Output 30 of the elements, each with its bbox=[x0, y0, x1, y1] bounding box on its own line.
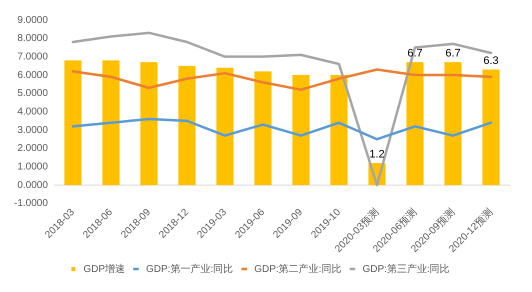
y-tick-label: 9.0000 bbox=[17, 14, 48, 26]
bar bbox=[330, 75, 348, 186]
y-tick-label: 8.0000 bbox=[17, 33, 48, 44]
y-tick-label: 4.0000 bbox=[17, 106, 48, 118]
y-tick-label: 3.0000 bbox=[17, 124, 48, 136]
bar bbox=[444, 62, 462, 186]
y-tick-label: 6.0000 bbox=[17, 70, 48, 81]
y-tick-label: 7.0000 bbox=[17, 51, 48, 62]
y-tick-label: 5.0000 bbox=[17, 88, 48, 100]
y-tick-label: 1.0000 bbox=[17, 161, 48, 172]
legend-label: GDP:第二产业:同比 bbox=[254, 262, 342, 275]
bar bbox=[140, 62, 158, 186]
y-tick-label: 0.0000 bbox=[17, 180, 48, 191]
data-label: 6.7 bbox=[407, 48, 423, 60]
data-label: 6.3 bbox=[483, 55, 499, 68]
data-label: 1.2 bbox=[369, 148, 385, 161]
bar bbox=[102, 60, 120, 186]
y-tick-label: 2.0000 bbox=[17, 143, 48, 154]
legend-label: GDP增速 bbox=[83, 262, 125, 275]
bar bbox=[178, 66, 196, 186]
bar bbox=[292, 75, 310, 186]
bar bbox=[482, 70, 500, 186]
bar bbox=[64, 60, 82, 186]
bar bbox=[406, 62, 424, 186]
bar bbox=[216, 68, 234, 186]
bar bbox=[254, 71, 272, 186]
legend-label: GDP:第三产业:同比 bbox=[362, 262, 450, 275]
legend-label: GDP:第一产业:同比 bbox=[146, 262, 234, 275]
y-tick-label: -1.0000 bbox=[14, 198, 48, 210]
data-label: 6.7 bbox=[445, 48, 461, 60]
